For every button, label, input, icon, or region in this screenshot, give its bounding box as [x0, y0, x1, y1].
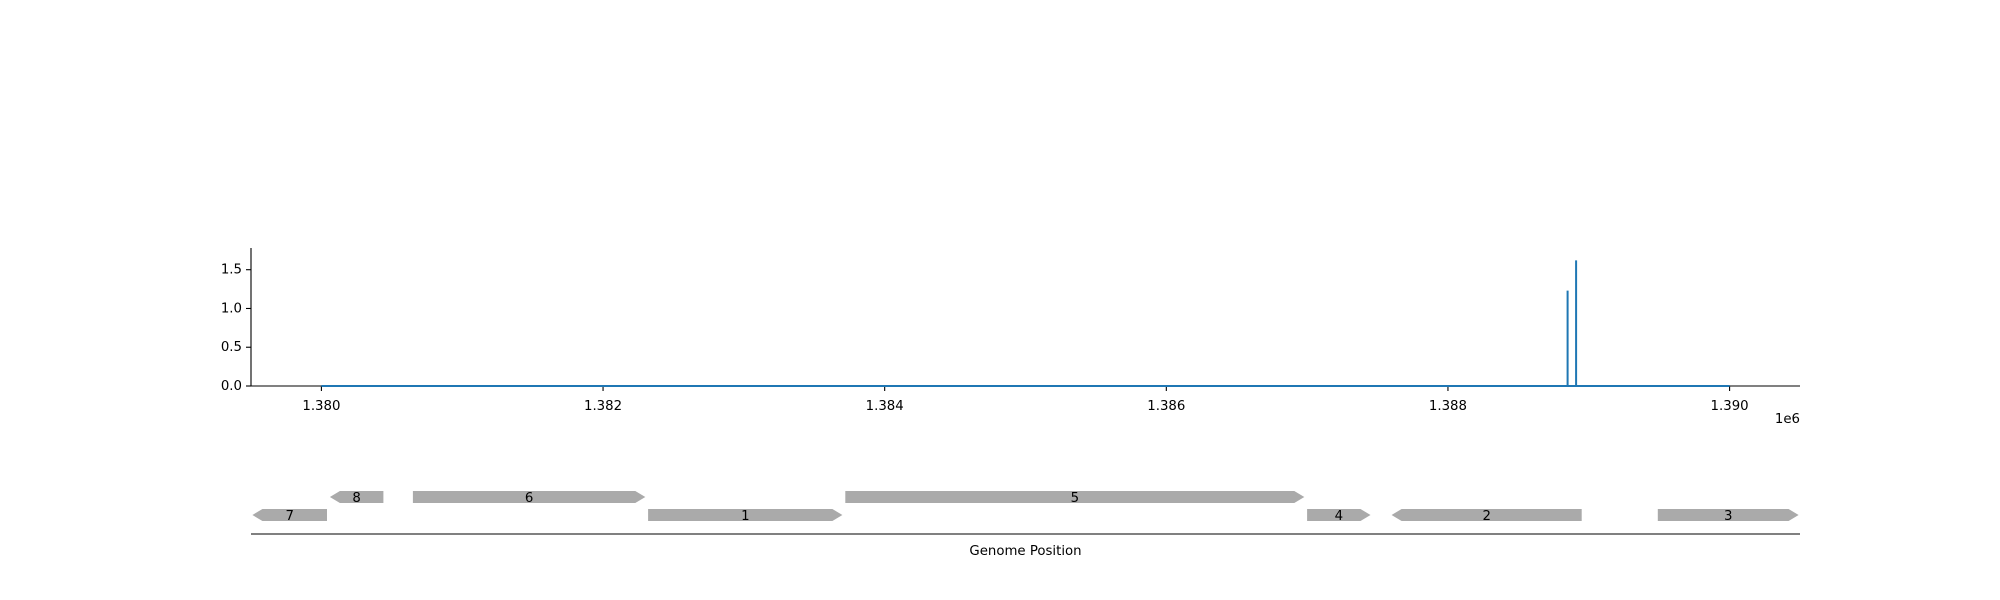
x-ticks: 1.380 1.382 1.384 1.386 1.388 1.390 [302, 386, 1749, 414]
gene-label: 7 [285, 509, 293, 524]
gene-arrow [412, 491, 646, 503]
gene-track: 7 8 6 1 5 4 2 3 Genome Position [251, 491, 1800, 559]
y-tick-label: 1.5 [221, 263, 242, 278]
gene-arrow [845, 491, 1305, 503]
x-tick-label: 1.390 [1711, 399, 1749, 414]
gene-label: 5 [1071, 491, 1079, 506]
gene-arrow [252, 509, 327, 521]
x-tick-label: 1.382 [584, 399, 622, 414]
genes: 7 8 6 1 5 4 2 3 [252, 491, 1799, 524]
gene-label: 6 [525, 491, 533, 506]
x-tick-label: 1.384 [866, 399, 904, 414]
coverage-plot: 0.00.51.01.5 1.380 1.382 1.384 1.386 1.388 1.… [221, 248, 1800, 427]
gene-label: 2 [1482, 509, 1490, 524]
x-offset-label: 1e6 [1775, 412, 1800, 427]
gene-arrow [648, 509, 843, 521]
x-tick-label: 1.386 [1147, 399, 1185, 414]
gene-label: 8 [352, 491, 360, 506]
x-axis-title: Genome Position [969, 544, 1081, 559]
gene-label: 4 [1335, 509, 1343, 524]
gene-arrow [329, 491, 384, 503]
y-tick-label: 1.0 [221, 301, 242, 316]
y-tick-label: 0.0 [221, 379, 242, 394]
gene-label: 1 [741, 509, 749, 524]
gene-arrow [1307, 509, 1371, 521]
y-ticks: 0.0 0.5 1.0 1.5 [221, 263, 251, 394]
x-tick-label: 1.388 [1429, 399, 1467, 414]
x-tick-label: 1.380 [302, 399, 340, 414]
y-tick-label: 0.5 [221, 340, 242, 355]
gene-arrow [1657, 509, 1799, 521]
gene-arrow [1391, 509, 1582, 521]
coverage-line [321, 260, 1730, 387]
gene-label: 3 [1724, 509, 1732, 524]
